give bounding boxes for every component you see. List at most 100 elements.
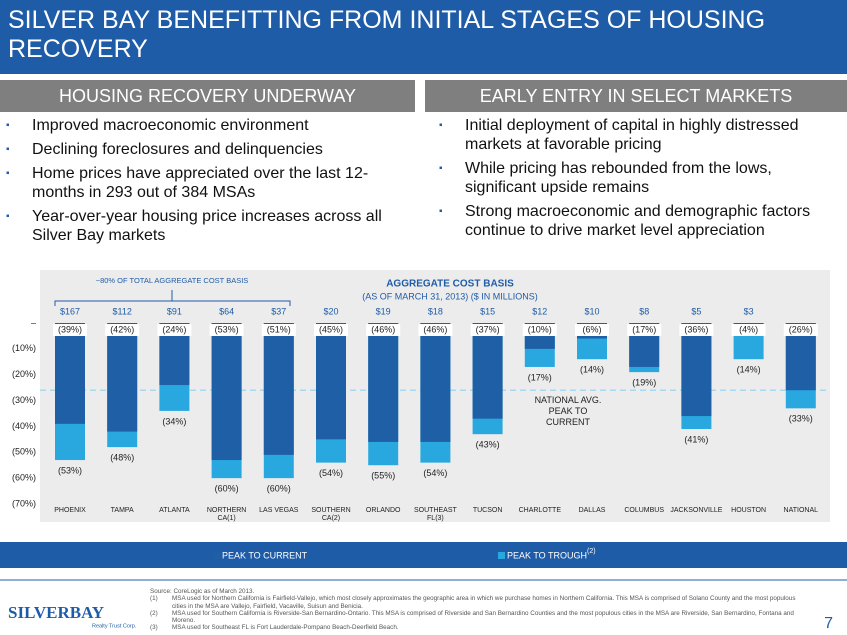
cost-basis-label: $15 <box>480 306 495 316</box>
label-box <box>731 324 766 336</box>
bar <box>211 323 242 461</box>
annotation: ~80% OF TOTAL AGGREGATE COST BASIS <box>96 276 249 285</box>
bar <box>681 323 712 417</box>
reference-label: NATIONAL AVG. PEAK TO CURRENT <box>535 396 602 428</box>
legend-note: (2) <box>587 548 596 555</box>
footnote-marker: (3) <box>150 624 158 632</box>
data-label: (46%) <box>371 324 395 334</box>
bullet: While pricing has rebounded from the low… <box>433 159 833 197</box>
x-tick-label: NATIONAL <box>784 507 819 514</box>
y-tick-label: (20%) <box>12 369 36 379</box>
data-label: (54%) <box>319 468 343 478</box>
y-tick-label: (60%) <box>12 473 36 483</box>
legend-strip <box>0 542 847 568</box>
bullet: Strong macroeconomic and demographic fac… <box>433 202 833 240</box>
x-tick-label: TUCSON <box>473 507 503 514</box>
data-label: (54%) <box>423 468 447 478</box>
footnotes: Source: CoreLogic as of March 2013. (1) M… <box>150 588 810 632</box>
data-label: (26%) <box>789 324 813 334</box>
cost-basis-label: $18 <box>428 306 443 316</box>
label-box <box>679 324 714 336</box>
data-label: (14%) <box>580 365 604 375</box>
label-box <box>105 324 140 336</box>
label-box <box>261 324 296 336</box>
data-label: (46%) <box>423 324 447 334</box>
bullet-list: Improved macroeconomic environment Decli… <box>0 116 410 250</box>
data-label: (60%) <box>215 484 239 494</box>
page-number: 7 <box>824 615 833 632</box>
data-label: (14%) <box>737 365 761 375</box>
data-label: (37%) <box>476 324 500 334</box>
x-tick-label: JACKSONVILLE <box>670 507 722 514</box>
footnote-text: MSA used for Southern California is Rive… <box>172 609 794 625</box>
label-box <box>522 324 557 336</box>
section-heading: HOUSING RECOVERY UNDERWAY <box>0 80 415 112</box>
bar <box>316 323 346 440</box>
data-label: (43%) <box>476 440 500 450</box>
bullet: Home prices have appreciated over the la… <box>0 164 410 202</box>
bullet: Declining foreclosures and delinquencies <box>0 140 410 159</box>
cost-basis-label: $64 <box>219 306 234 316</box>
y-tick-label: (30%) <box>12 395 36 405</box>
cost-basis-label: $5 <box>691 306 701 316</box>
data-label: (33%) <box>789 414 813 424</box>
bar <box>263 323 294 455</box>
chart-title: AGGREGATE COST BASIS <box>386 279 514 290</box>
cost-basis-label: $19 <box>376 306 391 316</box>
cost-basis-label: $3 <box>744 306 754 316</box>
label-box <box>470 324 505 336</box>
x-tick-label: DALLAS <box>579 507 606 514</box>
data-label: (36%) <box>684 324 708 334</box>
label-box <box>418 324 453 336</box>
bullet: Initial deployment of capital in highly … <box>433 116 833 154</box>
annotation-bracket <box>54 290 291 306</box>
data-label: (39%) <box>58 324 82 334</box>
x-tick-label: PHOENIX <box>54 507 86 514</box>
x-tick-label: CHARLOTTE <box>519 507 562 514</box>
footnote: (2) MSA used for Southern California is R… <box>150 610 810 625</box>
logo-tagline: Realty Trust Corp. <box>92 623 137 629</box>
data-label: (17%) <box>632 324 656 334</box>
x-tick-label: LAS VEGAS <box>259 507 299 514</box>
bullet: Year-over-year housing price increases a… <box>0 207 410 245</box>
cost-basis-label: $91 <box>167 306 182 316</box>
footnote-text: MSA used for Northern California is Fair… <box>172 595 796 610</box>
label-box <box>783 324 818 336</box>
bar <box>55 323 85 424</box>
label-box <box>366 324 401 336</box>
y-tick-label: (50%) <box>12 447 36 457</box>
x-tick-label: HOUSTON <box>731 507 766 514</box>
x-tick-label: SOUTHERN CA(2) <box>311 507 350 522</box>
data-label: (10%) <box>528 324 552 334</box>
chart-subtitle: (AS OF MARCH 31, 2013) ($ IN MILLIONS) <box>362 291 538 301</box>
data-label: (17%) <box>528 372 552 382</box>
data-label: (45%) <box>319 324 343 334</box>
bar <box>472 323 503 419</box>
label-box <box>209 324 244 336</box>
data-label: (34%) <box>162 416 186 426</box>
y-tick-label: (40%) <box>12 421 36 431</box>
legend-label: PEAK TO TROUGH <box>507 550 587 560</box>
data-label: (53%) <box>58 465 82 475</box>
bar <box>368 323 399 442</box>
footnote-text: MSA used for Southeast FL is Fort Lauder… <box>172 624 399 632</box>
label-box <box>627 324 662 336</box>
slide-title: SILVER BAY BENEFITTING FROM INITIAL STAG… <box>0 0 847 74</box>
cost-basis-label: $10 <box>584 306 599 316</box>
label-box <box>157 324 192 336</box>
x-tick-label: COLUMBUS <box>624 507 664 514</box>
cost-basis-label: $12 <box>532 306 547 316</box>
label-box <box>575 324 609 336</box>
label-box <box>314 324 348 336</box>
y-tick-label: (10%) <box>12 343 36 353</box>
cost-basis-label: $8 <box>639 306 649 316</box>
legend-label: PEAK TO CURRENT <box>222 550 308 560</box>
data-label: (51%) <box>267 324 291 334</box>
data-label: (55%) <box>371 471 395 481</box>
data-label: (24%) <box>162 324 186 334</box>
section-heading: EARLY ENTRY IN SELECT MARKETS <box>425 80 847 112</box>
data-label: (42%) <box>110 324 134 334</box>
footnote-marker: (2) <box>150 609 158 617</box>
bar <box>107 323 138 432</box>
